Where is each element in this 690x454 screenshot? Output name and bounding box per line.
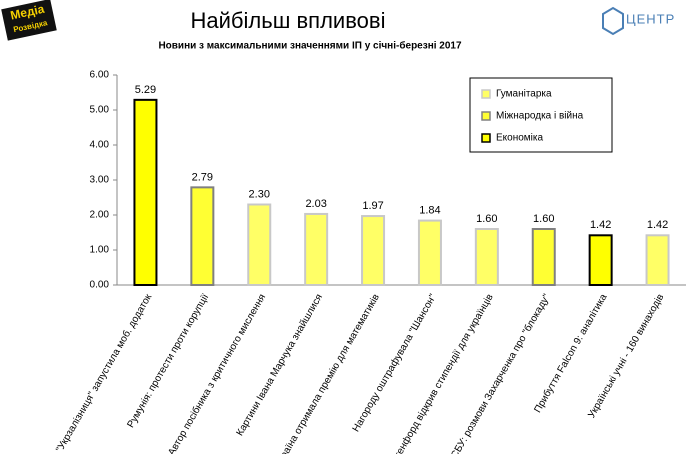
bar	[304, 212, 329, 286]
bar	[588, 234, 613, 287]
chart-subtitle: Новини з максимальними значеннями ІП у с…	[158, 40, 462, 52]
legend-label: Міжнародка і війна	[496, 111, 584, 122]
y-tick-label: 1.00	[90, 245, 110, 256]
value-label: 1.60	[476, 213, 497, 225]
y-tick-label: 0.00	[90, 280, 110, 291]
logo-right: ЦЕНТР	[602, 6, 675, 36]
value-label: 1.42	[590, 219, 611, 231]
legend-label: Гуманітарка	[496, 89, 552, 100]
legend-swatch	[481, 133, 491, 143]
bar	[474, 228, 499, 286]
bar	[361, 215, 386, 286]
y-tick-label: 4.00	[90, 140, 110, 151]
legend-swatch	[481, 89, 491, 99]
bar	[190, 186, 215, 287]
y-tick-label: 2.00	[90, 210, 110, 221]
legend-swatch	[481, 111, 491, 121]
legend-box	[469, 77, 613, 153]
bar	[645, 234, 670, 287]
bar	[417, 219, 442, 287]
logo-box	[1, 0, 57, 41]
bar	[133, 98, 158, 286]
y-tick-label: 6.00	[90, 70, 110, 81]
chart-title: Найбільш впливові	[191, 8, 386, 33]
bar	[247, 203, 272, 286]
y-tick-label: 5.00	[90, 105, 110, 116]
logo-left: Медіа Розвідка	[1, 0, 57, 41]
value-label: 5.29	[135, 84, 156, 96]
logo-text: ЦЕНТР	[626, 11, 675, 26]
value-label: 2.03	[305, 198, 326, 210]
value-label: 1.42	[647, 219, 668, 231]
value-label: 1.60	[533, 213, 554, 225]
legend-label: Економіка	[496, 133, 543, 144]
value-label: 1.84	[419, 205, 440, 217]
value-label: 2.30	[249, 188, 270, 200]
value-label: 1.97	[362, 200, 383, 212]
value-label: 2.79	[192, 171, 213, 183]
bar	[531, 228, 556, 286]
y-tick-label: 3.00	[90, 175, 110, 186]
logo-icon	[602, 6, 624, 36]
